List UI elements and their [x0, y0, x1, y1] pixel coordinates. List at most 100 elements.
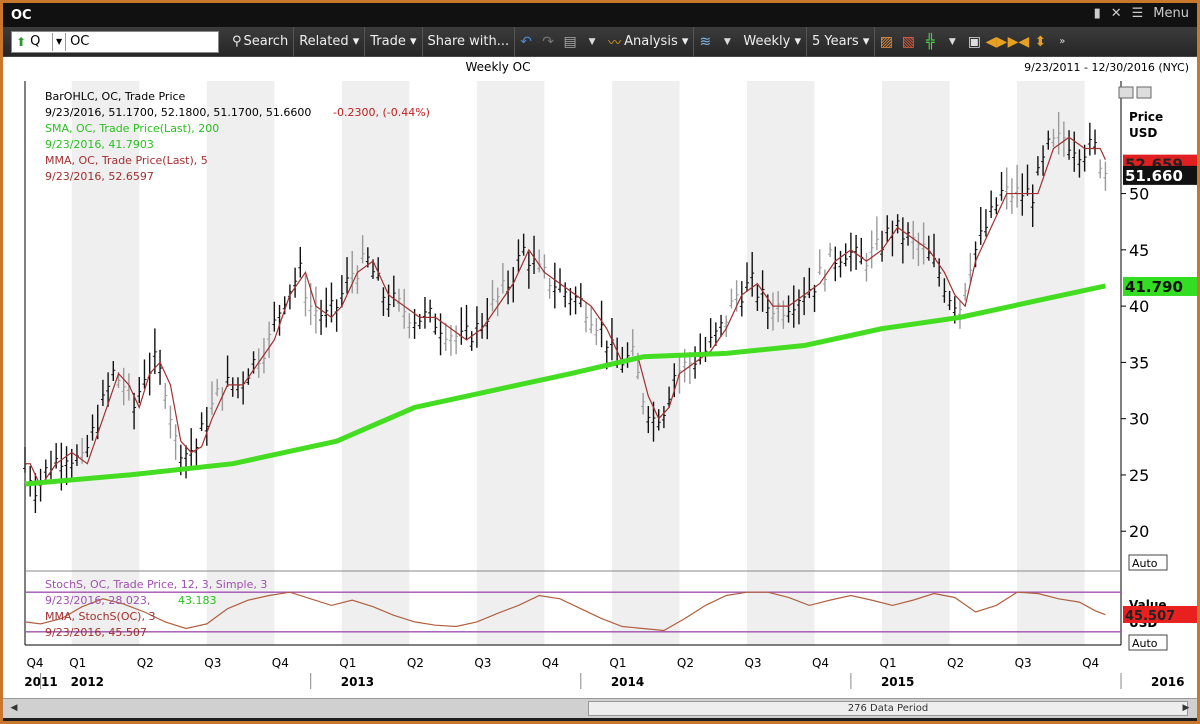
quarter-band — [476, 81, 545, 645]
search-button[interactable]: ⚲ Search — [227, 26, 295, 57]
x-quarter-label: Q1 — [339, 656, 356, 670]
stoch-line — [24, 591, 1106, 632]
range-button[interactable]: 5 Years ▾ — [807, 26, 876, 57]
symbol-box: ⬆ Q ▼ — [11, 30, 219, 53]
price-tick-label: 30 — [1129, 410, 1149, 429]
split-icon[interactable]: ◀▶ — [985, 33, 1008, 50]
value-auto-button[interactable] — [1128, 634, 1168, 651]
chevron-down-icon[interactable]: ▼ — [948, 36, 956, 47]
line-chart-icon[interactable]: ▨ — [879, 33, 893, 50]
wave-icon[interactable]: ≋ — [699, 33, 712, 50]
price-tick-label: 35 — [1129, 353, 1149, 372]
x-quarter-label: Q1 — [69, 656, 86, 670]
price-tick-label: 25 — [1129, 466, 1149, 485]
legend-line-5: MMA, OC, Trade Price(Last), 5 — [45, 154, 208, 167]
price-auto-label[interactable]: Auto — [1132, 557, 1158, 570]
price-axis-unit: USD — [1129, 126, 1157, 140]
redo-icon[interactable]: ↷ — [542, 33, 554, 50]
chart-area: Weekly OC 9/23/2011 - 12/30/2016 (NYC) B… — [3, 57, 1197, 701]
stoch-legend-4: 9/23/2016, 45.507 — [45, 626, 147, 639]
trade-button[interactable]: Trade ▾ — [365, 26, 423, 57]
x-quarter-label: Q3 — [204, 656, 221, 670]
x-quarter-label: Q1 — [609, 656, 626, 670]
share-button[interactable]: Share with... — [423, 26, 516, 57]
stoch-badge-bg — [1123, 605, 1197, 623]
search-icon: ⚲ — [232, 34, 242, 49]
updown-icon[interactable]: ⬍ — [1034, 33, 1047, 50]
price-axis-label: Price — [1129, 110, 1163, 124]
scroll-left-icon[interactable]: ◀ — [10, 703, 18, 713]
crosshair-icon[interactable]: ╬ — [926, 33, 935, 50]
scroll-thumb[interactable]: 276 Data Period — [588, 701, 1188, 716]
chevron-down-icon[interactable]: ▼ — [723, 36, 731, 47]
more-icon[interactable]: » — [1059, 36, 1066, 47]
x-year-label: 2013 — [341, 675, 374, 689]
stoch-legend-2b: 43.183 — [178, 594, 217, 607]
value-auto-label[interactable]: Auto — [1132, 637, 1158, 650]
restore-icon[interactable] — [1136, 86, 1152, 99]
window-controls: ▮ ✕ ☰ Menu — [1094, 6, 1189, 21]
scroll-right-icon[interactable]: ▶ — [1182, 703, 1190, 713]
quarter-band — [341, 81, 410, 645]
close-icon[interactable]: ✕ — [1110, 6, 1122, 21]
x-quarter-label: Q4 — [1082, 656, 1099, 670]
legend-line-2b: -0.2300, (-0.44%) — [333, 106, 430, 119]
menu-label[interactable]: Menu — [1153, 6, 1189, 21]
quarter-band — [882, 81, 950, 645]
toolbar: ⬆ Q ▼ ⚲Search Related ▾ Trade ▾ Share wi… — [3, 26, 1197, 57]
legend-line-3: SMA, OC, Trade Price(Last), 200 — [45, 122, 219, 135]
x-quarter-label: Q2 — [677, 656, 694, 670]
last-price-badge: 51.660 — [1125, 167, 1183, 185]
time-scrollbar[interactable]: ◀ 276 Data Period ▶ — [3, 698, 1197, 718]
price-tick-label: 40 — [1129, 297, 1149, 316]
up-arrow-icon: ⬆ — [16, 34, 27, 49]
x-year-label: 2015 — [881, 675, 914, 689]
legend-line-4: 9/23/2016, 41.7903 — [45, 138, 154, 151]
folder-icon[interactable]: ▤ — [563, 33, 577, 50]
price-chart: Weekly OC 9/23/2011 - 12/30/2016 (NYC) B… — [23, 60, 1197, 689]
last-price-badge-bg — [1123, 165, 1197, 185]
price-tick-label: 45 — [1129, 241, 1149, 260]
x-quarter-label: Q4 — [812, 656, 829, 670]
title-bar: OC ▮ ✕ ☰ Menu — [3, 3, 1197, 27]
price-auto-button[interactable] — [1128, 554, 1168, 571]
sma-line — [24, 283, 1106, 487]
window-title: OC — [11, 7, 32, 23]
layout-icon[interactable]: ▣ — [967, 33, 981, 50]
sma-badge-bg — [1123, 276, 1197, 296]
chart-title: Weekly OC — [466, 60, 531, 74]
stoch-badge: 45.507 — [1125, 609, 1175, 624]
legend-line-1: BarOHLC, OC, Trade Price — [45, 90, 186, 103]
legend-line-6: 9/23/2016, 52.6597 — [45, 170, 154, 183]
sma-badge: 41.790 — [1125, 278, 1183, 296]
collapse-icon[interactable]: ▶◀ — [1007, 33, 1030, 50]
x-quarter-label: Q1 — [880, 656, 897, 670]
x-quarter-label: Q2 — [947, 656, 964, 670]
price-tick-label: 50 — [1129, 185, 1149, 204]
undo-icon[interactable]: ↶ — [520, 33, 532, 50]
analysis-button[interactable]: 〰 Analysis ▾ — [603, 26, 695, 57]
chevron-down-icon[interactable]: ▼ — [52, 32, 67, 51]
x-quarter-label: Q3 — [744, 656, 761, 670]
x-quarter-label: Q4 — [542, 656, 559, 670]
quarter-band — [747, 81, 815, 645]
stoch-legend-3: MMA, StochS(OC), 3 — [45, 610, 155, 623]
interval-button[interactable]: Weekly ▾ — [738, 26, 807, 57]
chevron-down-icon[interactable]: ▼ — [588, 36, 596, 47]
stoch-legend-1: StochS, OC, Trade Price, 12, 3, Simple, … — [45, 578, 267, 591]
x-quarter-label: Q2 — [137, 656, 154, 670]
maximize-icon[interactable] — [1118, 86, 1134, 99]
analysis-icon: 〰 — [608, 36, 622, 51]
x-quarter-label: Q3 — [1015, 656, 1032, 670]
x-quarter-label: Q3 — [474, 656, 491, 670]
compare-icon[interactable]: ▧ — [901, 33, 915, 50]
x-quarter-label: Q2 — [407, 656, 424, 670]
quarter-band — [71, 81, 140, 645]
symbol-input[interactable] — [70, 34, 201, 49]
menu-icon[interactable]: ☰ — [1131, 6, 1144, 21]
related-button[interactable]: Related ▾ — [294, 26, 366, 57]
pin-icon[interactable]: ▮ — [1093, 6, 1101, 21]
symbol-prefix[interactable]: Q — [30, 34, 41, 49]
quarter-band — [1017, 81, 1085, 645]
